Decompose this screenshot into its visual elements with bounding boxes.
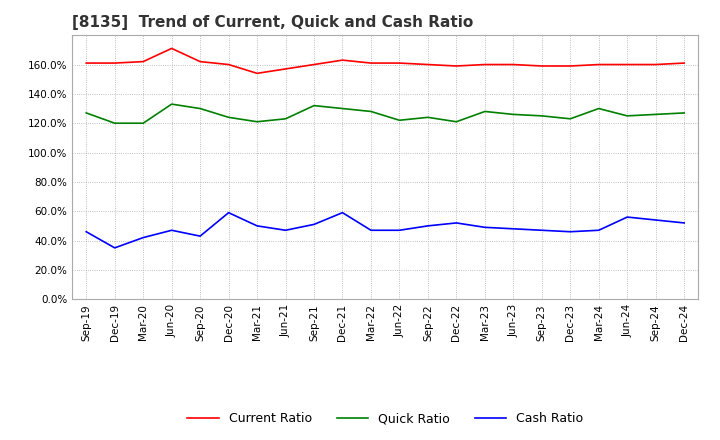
Current Ratio [452, 63, 461, 69]
Cash Ratio [623, 214, 631, 220]
Current Ratio [537, 63, 546, 69]
Quick Ratio [225, 115, 233, 120]
Line: Current Ratio: Current Ratio [86, 48, 684, 73]
Cash Ratio [566, 229, 575, 235]
Quick Ratio [452, 119, 461, 125]
Cash Ratio [595, 227, 603, 233]
Current Ratio [310, 62, 318, 67]
Current Ratio [480, 62, 489, 67]
Current Ratio [82, 60, 91, 66]
Quick Ratio [537, 113, 546, 118]
Quick Ratio [196, 106, 204, 111]
Current Ratio [395, 60, 404, 66]
Quick Ratio [509, 112, 518, 117]
Current Ratio [139, 59, 148, 64]
Cash Ratio [253, 223, 261, 228]
Quick Ratio [480, 109, 489, 114]
Quick Ratio [338, 106, 347, 111]
Quick Ratio [310, 103, 318, 108]
Quick Ratio [680, 110, 688, 116]
Cash Ratio [225, 210, 233, 215]
Quick Ratio [139, 121, 148, 126]
Current Ratio [167, 46, 176, 51]
Current Ratio [366, 60, 375, 66]
Current Ratio [566, 63, 575, 69]
Current Ratio [282, 66, 290, 72]
Cash Ratio [395, 227, 404, 233]
Current Ratio [338, 58, 347, 63]
Quick Ratio [423, 115, 432, 120]
Current Ratio [680, 60, 688, 66]
Cash Ratio [310, 222, 318, 227]
Text: [8135]  Trend of Current, Quick and Cash Ratio: [8135] Trend of Current, Quick and Cash … [72, 15, 473, 30]
Line: Cash Ratio: Cash Ratio [86, 213, 684, 248]
Line: Quick Ratio: Quick Ratio [86, 104, 684, 123]
Cash Ratio [196, 234, 204, 239]
Quick Ratio [253, 119, 261, 125]
Quick Ratio [110, 121, 119, 126]
Cash Ratio [509, 226, 518, 231]
Current Ratio [652, 62, 660, 67]
Current Ratio [225, 62, 233, 67]
Quick Ratio [623, 113, 631, 118]
Current Ratio [110, 60, 119, 66]
Cash Ratio [452, 220, 461, 226]
Cash Ratio [338, 210, 347, 215]
Quick Ratio [652, 112, 660, 117]
Current Ratio [623, 62, 631, 67]
Cash Ratio [282, 227, 290, 233]
Current Ratio [423, 62, 432, 67]
Current Ratio [509, 62, 518, 67]
Current Ratio [595, 62, 603, 67]
Quick Ratio [366, 109, 375, 114]
Cash Ratio [82, 229, 91, 235]
Cash Ratio [537, 227, 546, 233]
Cash Ratio [167, 227, 176, 233]
Current Ratio [196, 59, 204, 64]
Quick Ratio [566, 116, 575, 121]
Quick Ratio [395, 117, 404, 123]
Cash Ratio [139, 235, 148, 240]
Quick Ratio [595, 106, 603, 111]
Quick Ratio [82, 110, 91, 116]
Current Ratio [253, 71, 261, 76]
Quick Ratio [282, 116, 290, 121]
Cash Ratio [480, 225, 489, 230]
Cash Ratio [366, 227, 375, 233]
Quick Ratio [167, 102, 176, 107]
Cash Ratio [652, 217, 660, 223]
Cash Ratio [110, 245, 119, 250]
Legend: Current Ratio, Quick Ratio, Cash Ratio: Current Ratio, Quick Ratio, Cash Ratio [182, 407, 588, 430]
Cash Ratio [423, 223, 432, 228]
Cash Ratio [680, 220, 688, 226]
